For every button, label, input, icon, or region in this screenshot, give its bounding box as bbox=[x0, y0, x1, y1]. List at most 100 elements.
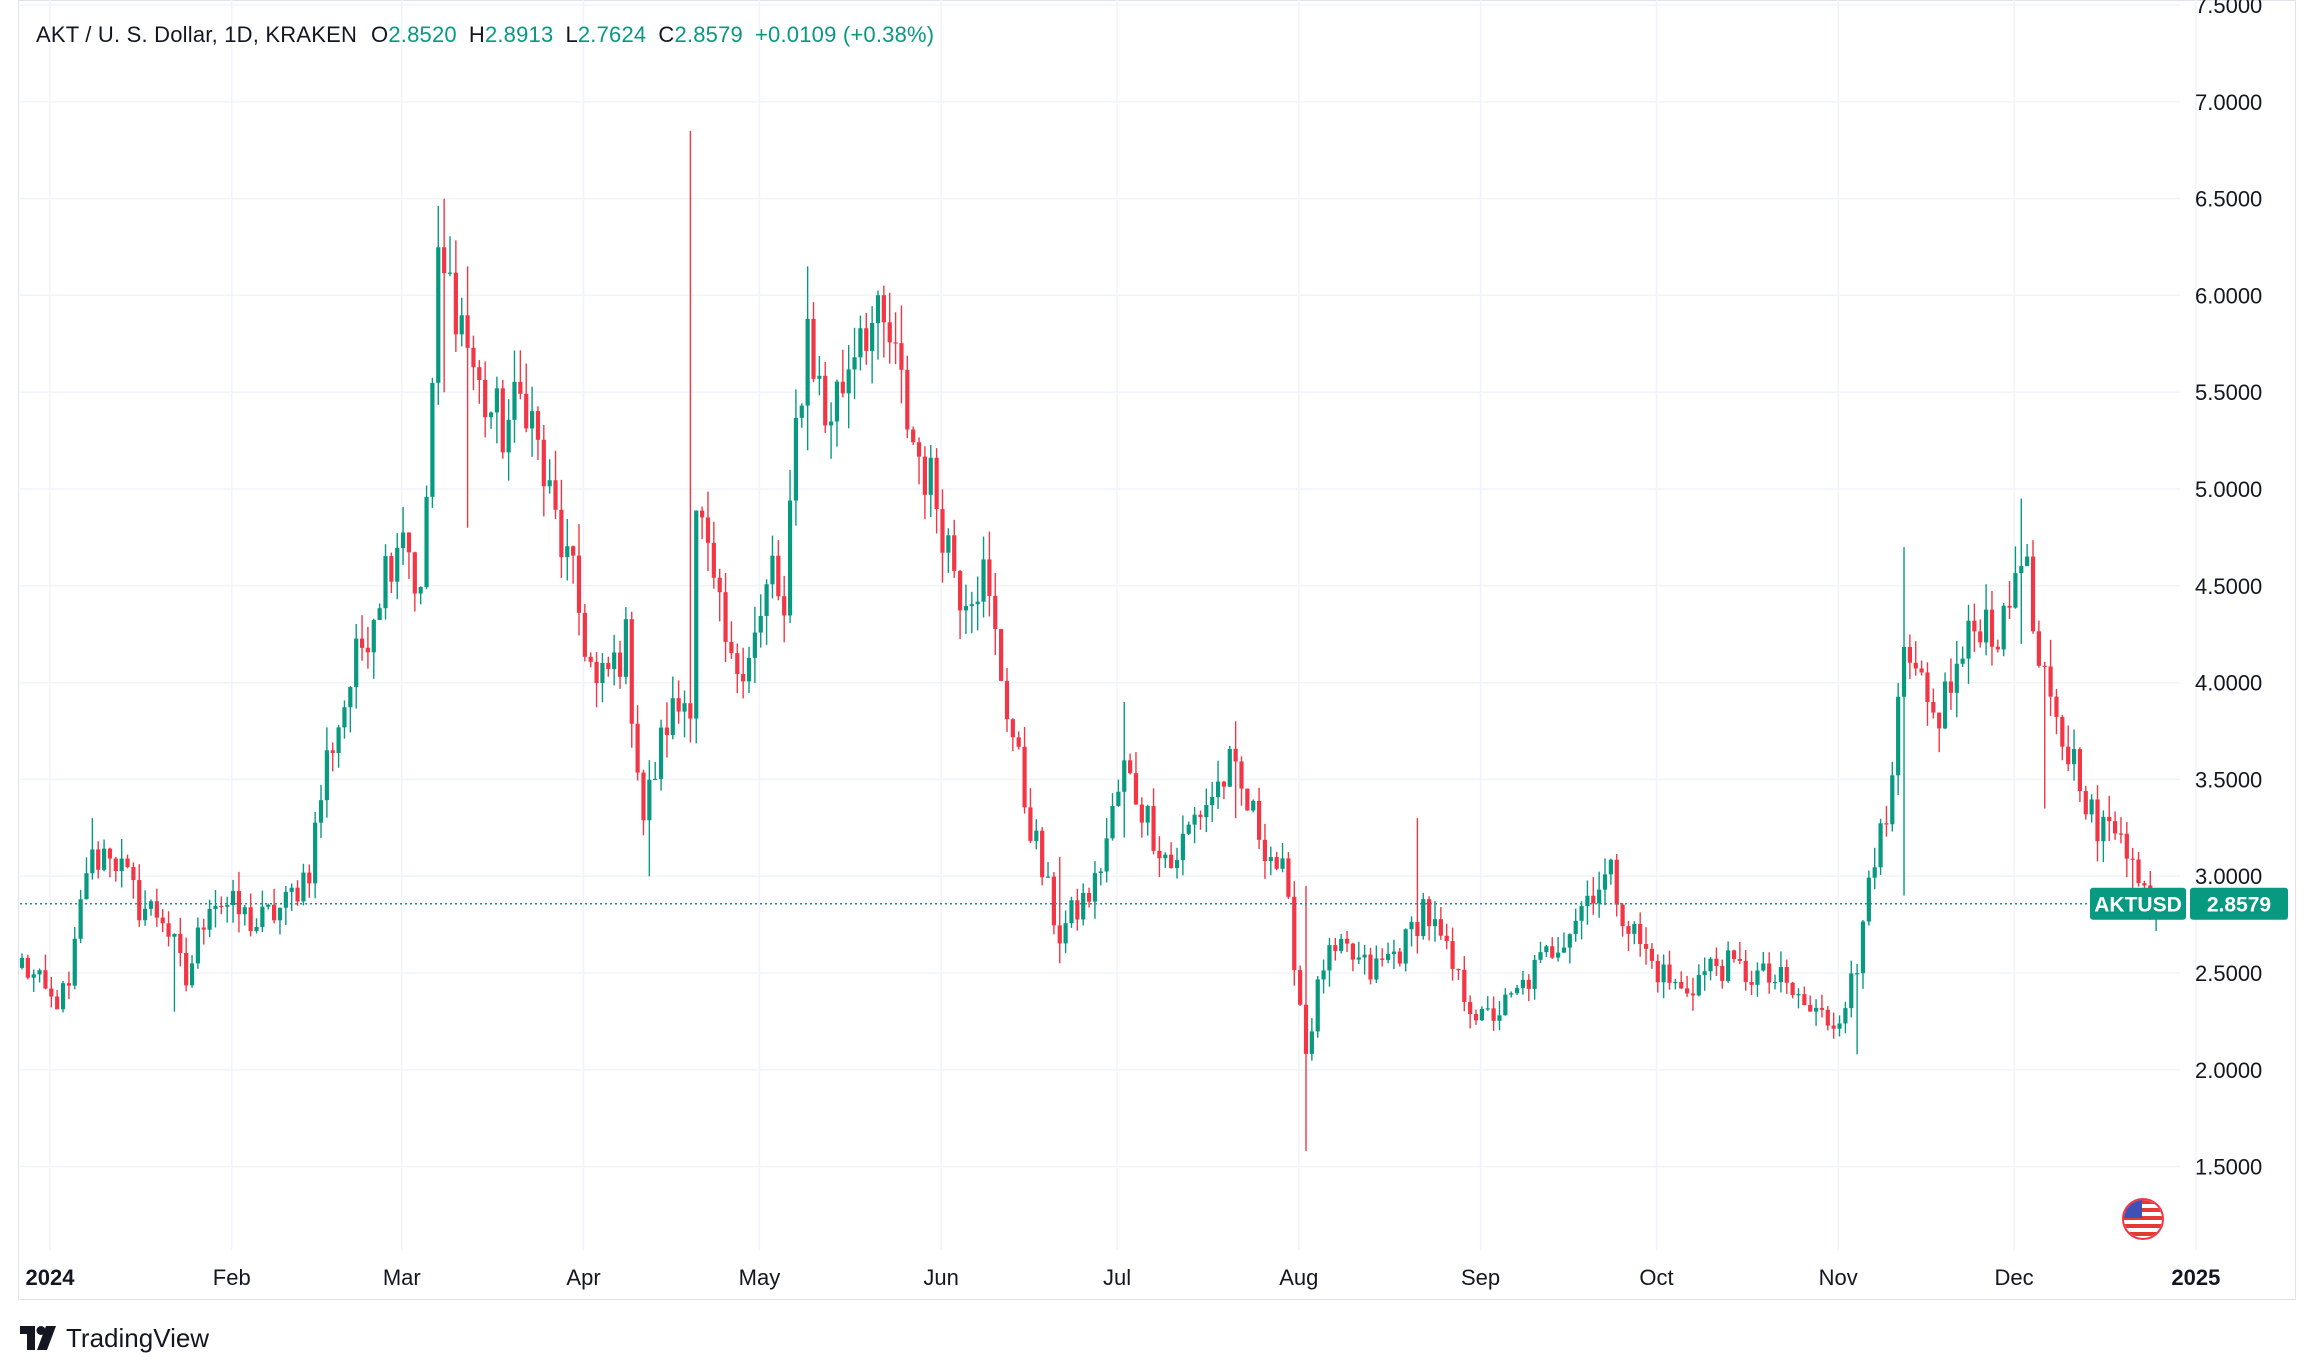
candle bbox=[793, 389, 799, 526]
candle-body bbox=[981, 559, 986, 602]
candle bbox=[1110, 793, 1115, 841]
candle bbox=[1204, 788, 1209, 833]
candle-body bbox=[1896, 696, 1901, 776]
candle-body bbox=[1303, 1004, 1309, 1054]
candle bbox=[571, 545, 576, 584]
candle bbox=[2077, 747, 2083, 803]
candle bbox=[49, 976, 54, 1008]
x-tick-label: Mar bbox=[383, 1265, 421, 1290]
x-tick-label: 2025 bbox=[2171, 1265, 2220, 1290]
candle-body bbox=[1620, 904, 1625, 927]
candle-body bbox=[969, 604, 974, 606]
candle bbox=[1819, 994, 1825, 1018]
y-tick-label: 2.0000 bbox=[2195, 1058, 2262, 1083]
candle bbox=[359, 615, 365, 661]
candle-body bbox=[1204, 805, 1209, 818]
candle bbox=[260, 890, 265, 933]
candle bbox=[1907, 634, 1912, 680]
candle-body bbox=[1813, 1007, 1819, 1012]
candle-body bbox=[999, 629, 1004, 681]
candle bbox=[1643, 927, 1649, 965]
candle-body bbox=[834, 381, 840, 422]
candle-body bbox=[471, 347, 476, 368]
candle-body bbox=[1626, 926, 1631, 934]
candle-body bbox=[922, 456, 928, 495]
candle-body bbox=[870, 322, 875, 351]
candle bbox=[283, 885, 288, 926]
candle-body bbox=[828, 421, 834, 426]
candle-body bbox=[1796, 994, 1801, 996]
candle bbox=[1327, 937, 1332, 987]
candle-body bbox=[1919, 668, 1924, 673]
candle-body bbox=[137, 880, 142, 921]
candle bbox=[471, 335, 476, 391]
candle bbox=[1954, 640, 1959, 718]
candle-body bbox=[1825, 1009, 1830, 1026]
candle bbox=[1034, 819, 1039, 850]
candle bbox=[506, 399, 511, 481]
candle-body bbox=[330, 750, 335, 754]
candle bbox=[289, 883, 294, 911]
candle-body bbox=[934, 457, 939, 510]
candle-body bbox=[1122, 760, 1127, 792]
candle bbox=[266, 903, 271, 910]
candle bbox=[2136, 851, 2141, 887]
candle bbox=[1790, 981, 1795, 999]
candle bbox=[934, 448, 939, 534]
x-tick-label: Nov bbox=[1819, 1265, 1858, 1290]
candle-body bbox=[782, 596, 787, 616]
candle bbox=[178, 917, 183, 967]
candle-body bbox=[1139, 804, 1144, 823]
candle bbox=[1544, 944, 1549, 957]
candle bbox=[1550, 937, 1555, 959]
candle bbox=[400, 506, 406, 565]
candle bbox=[799, 403, 804, 428]
candle bbox=[1075, 888, 1080, 931]
candle-body bbox=[1397, 951, 1402, 964]
open-value: 2.8520 bbox=[388, 22, 457, 47]
candle-body bbox=[547, 480, 552, 487]
candle bbox=[594, 652, 599, 708]
candle bbox=[559, 479, 564, 579]
symbol-description: AKT / U. S. Dollar, 1D, KRAKEN bbox=[36, 22, 358, 47]
candle-body bbox=[1602, 874, 1608, 890]
candle bbox=[582, 604, 587, 662]
tradingview-logo[interactable]: TradingView bbox=[20, 1318, 209, 1358]
candle bbox=[1010, 718, 1015, 752]
candle-body bbox=[647, 779, 652, 821]
candle-body bbox=[899, 343, 904, 370]
candle-body bbox=[535, 411, 541, 440]
candle-body bbox=[1098, 871, 1103, 874]
candle bbox=[2030, 540, 2036, 634]
tradingview-wordmark: TradingView bbox=[66, 1322, 210, 1353]
candle bbox=[277, 907, 283, 935]
x-tick-label: Sep bbox=[1461, 1265, 1500, 1290]
candle-body bbox=[1022, 746, 1027, 808]
candle bbox=[2101, 810, 2106, 863]
candle bbox=[870, 306, 875, 384]
candle bbox=[1761, 952, 1766, 972]
candle bbox=[1427, 896, 1432, 941]
candle bbox=[1661, 954, 1666, 999]
candle bbox=[371, 618, 376, 679]
candle bbox=[746, 646, 752, 693]
candle-body bbox=[1808, 1005, 1813, 1012]
candle bbox=[154, 888, 159, 927]
candle-body bbox=[846, 369, 851, 394]
candle-body bbox=[1608, 859, 1613, 875]
candle bbox=[535, 406, 541, 461]
candle-body bbox=[1561, 947, 1567, 953]
candle bbox=[1896, 682, 1901, 796]
candle bbox=[1286, 852, 1291, 900]
candle bbox=[1772, 974, 1778, 990]
candle-body bbox=[1251, 800, 1256, 811]
candle-body bbox=[113, 858, 118, 871]
candle bbox=[1245, 788, 1250, 811]
candlestick-chart[interactable]: 2024 Feb Mar Apr May Jun Jul Aug Sep Oct Nov Dec 202… bbox=[0, 0, 2308, 1310]
candle-body bbox=[2112, 821, 2118, 834]
price-tag: AKTUSD 2.8579 bbox=[2090, 887, 2288, 920]
candle bbox=[143, 890, 148, 926]
candle-body bbox=[952, 535, 957, 571]
candle-body bbox=[277, 907, 283, 921]
candle-body bbox=[1755, 970, 1760, 985]
